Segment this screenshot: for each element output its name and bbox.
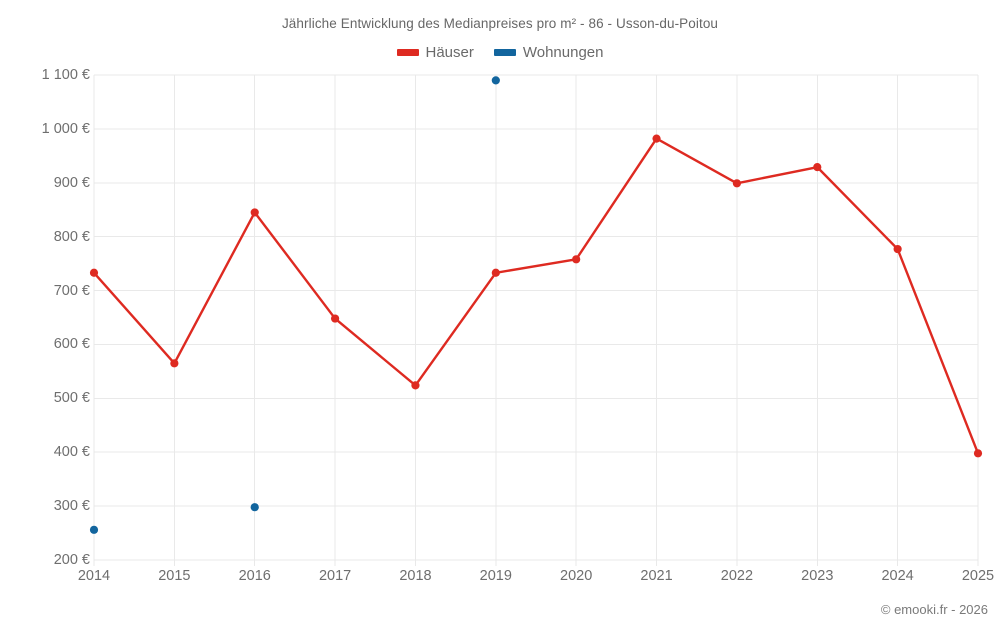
legend-item-wohnungen[interactable]: Wohnungen	[493, 44, 604, 61]
y-axis-tick-label: 1 100 €	[41, 67, 90, 83]
x-axis-tick-label-2017: 2017	[318, 568, 352, 584]
data-point-häuser-2020[interactable]	[572, 255, 581, 264]
x-axis-tick-label-2016: 2016	[238, 568, 271, 584]
x-axis-tick-label-2023: 2023	[801, 568, 834, 584]
x-axis-tick-label-2015: 2015	[158, 568, 191, 584]
x-axis-tick-label-2022: 2022	[720, 568, 754, 584]
data-point-häuser-2015[interactable]	[170, 359, 179, 368]
data-point-häuser-2016[interactable]	[250, 208, 259, 217]
data-point-häuser-2025[interactable]	[973, 449, 983, 458]
data-point-häuser-2022[interactable]	[732, 179, 742, 188]
legend-item-häuser[interactable]: Häuser	[396, 44, 474, 61]
legend-swatch-icon	[396, 49, 419, 56]
x-axis-tick-label-2025: 2025	[961, 568, 995, 584]
chart-title: Jährliche Entwicklung des Medianpreises …	[281, 16, 719, 31]
data-point-häuser-2024[interactable]	[893, 244, 902, 254]
footer-credit: © emooki.fr - 2026	[880, 602, 988, 617]
data-point-häuser-2021[interactable]	[652, 134, 661, 143]
legend-swatch-icon	[493, 49, 516, 56]
data-point-häuser-2017[interactable]	[330, 314, 340, 323]
y-axis: 200 € 300 € 400 € 500 € 600 € 700 € 800 € 900 €…	[8, 0, 90, 625]
data-point-wohnungen-2019[interactable]	[491, 76, 500, 85]
y-axis-tick-label: 300 €	[53, 498, 90, 515]
data-point-häuser-2014[interactable]	[89, 268, 99, 277]
y-axis-tick-label: 500 €	[53, 390, 90, 407]
x-axis-tick-label-2021: 2021	[640, 568, 673, 584]
x-axis-tick-label-2024: 2024	[881, 568, 914, 584]
series-line-häuser	[92, 137, 980, 455]
y-axis-tick-label: 700 €	[53, 282, 90, 299]
y-axis-tick-label: 1 000 €	[41, 120, 90, 137]
y-axis-tick-label: 800 €	[53, 228, 90, 245]
data-point-wohnungen-2014[interactable]	[89, 525, 99, 534]
x-axis-tick-label-2014: 2014	[77, 568, 111, 584]
x-axis-tick-label-2018: 2018	[399, 568, 432, 584]
y-axis-tick-label: 900 €	[53, 174, 90, 191]
data-point-häuser-2019[interactable]	[491, 268, 500, 277]
data-point-häuser-2023[interactable]	[813, 163, 822, 172]
legend-item-label: Wohnungen	[522, 44, 604, 61]
data-point-wohnungen-2016[interactable]	[250, 503, 259, 512]
y-axis-tick-label: 400 €	[53, 444, 90, 461]
x-axis-tick-label-2019: 2019	[479, 568, 512, 584]
legend-item-label: Häuser	[425, 44, 474, 61]
chart-legend: Häuser Wohnungen	[0, 44, 1000, 61]
x-axis-tick-label-2020: 2020	[560, 568, 593, 584]
y-axis-tick-label: 200 €	[53, 552, 90, 568]
y-axis-tick-label: 600 €	[53, 336, 90, 353]
data-point-häuser-2018[interactable]	[411, 381, 420, 390]
